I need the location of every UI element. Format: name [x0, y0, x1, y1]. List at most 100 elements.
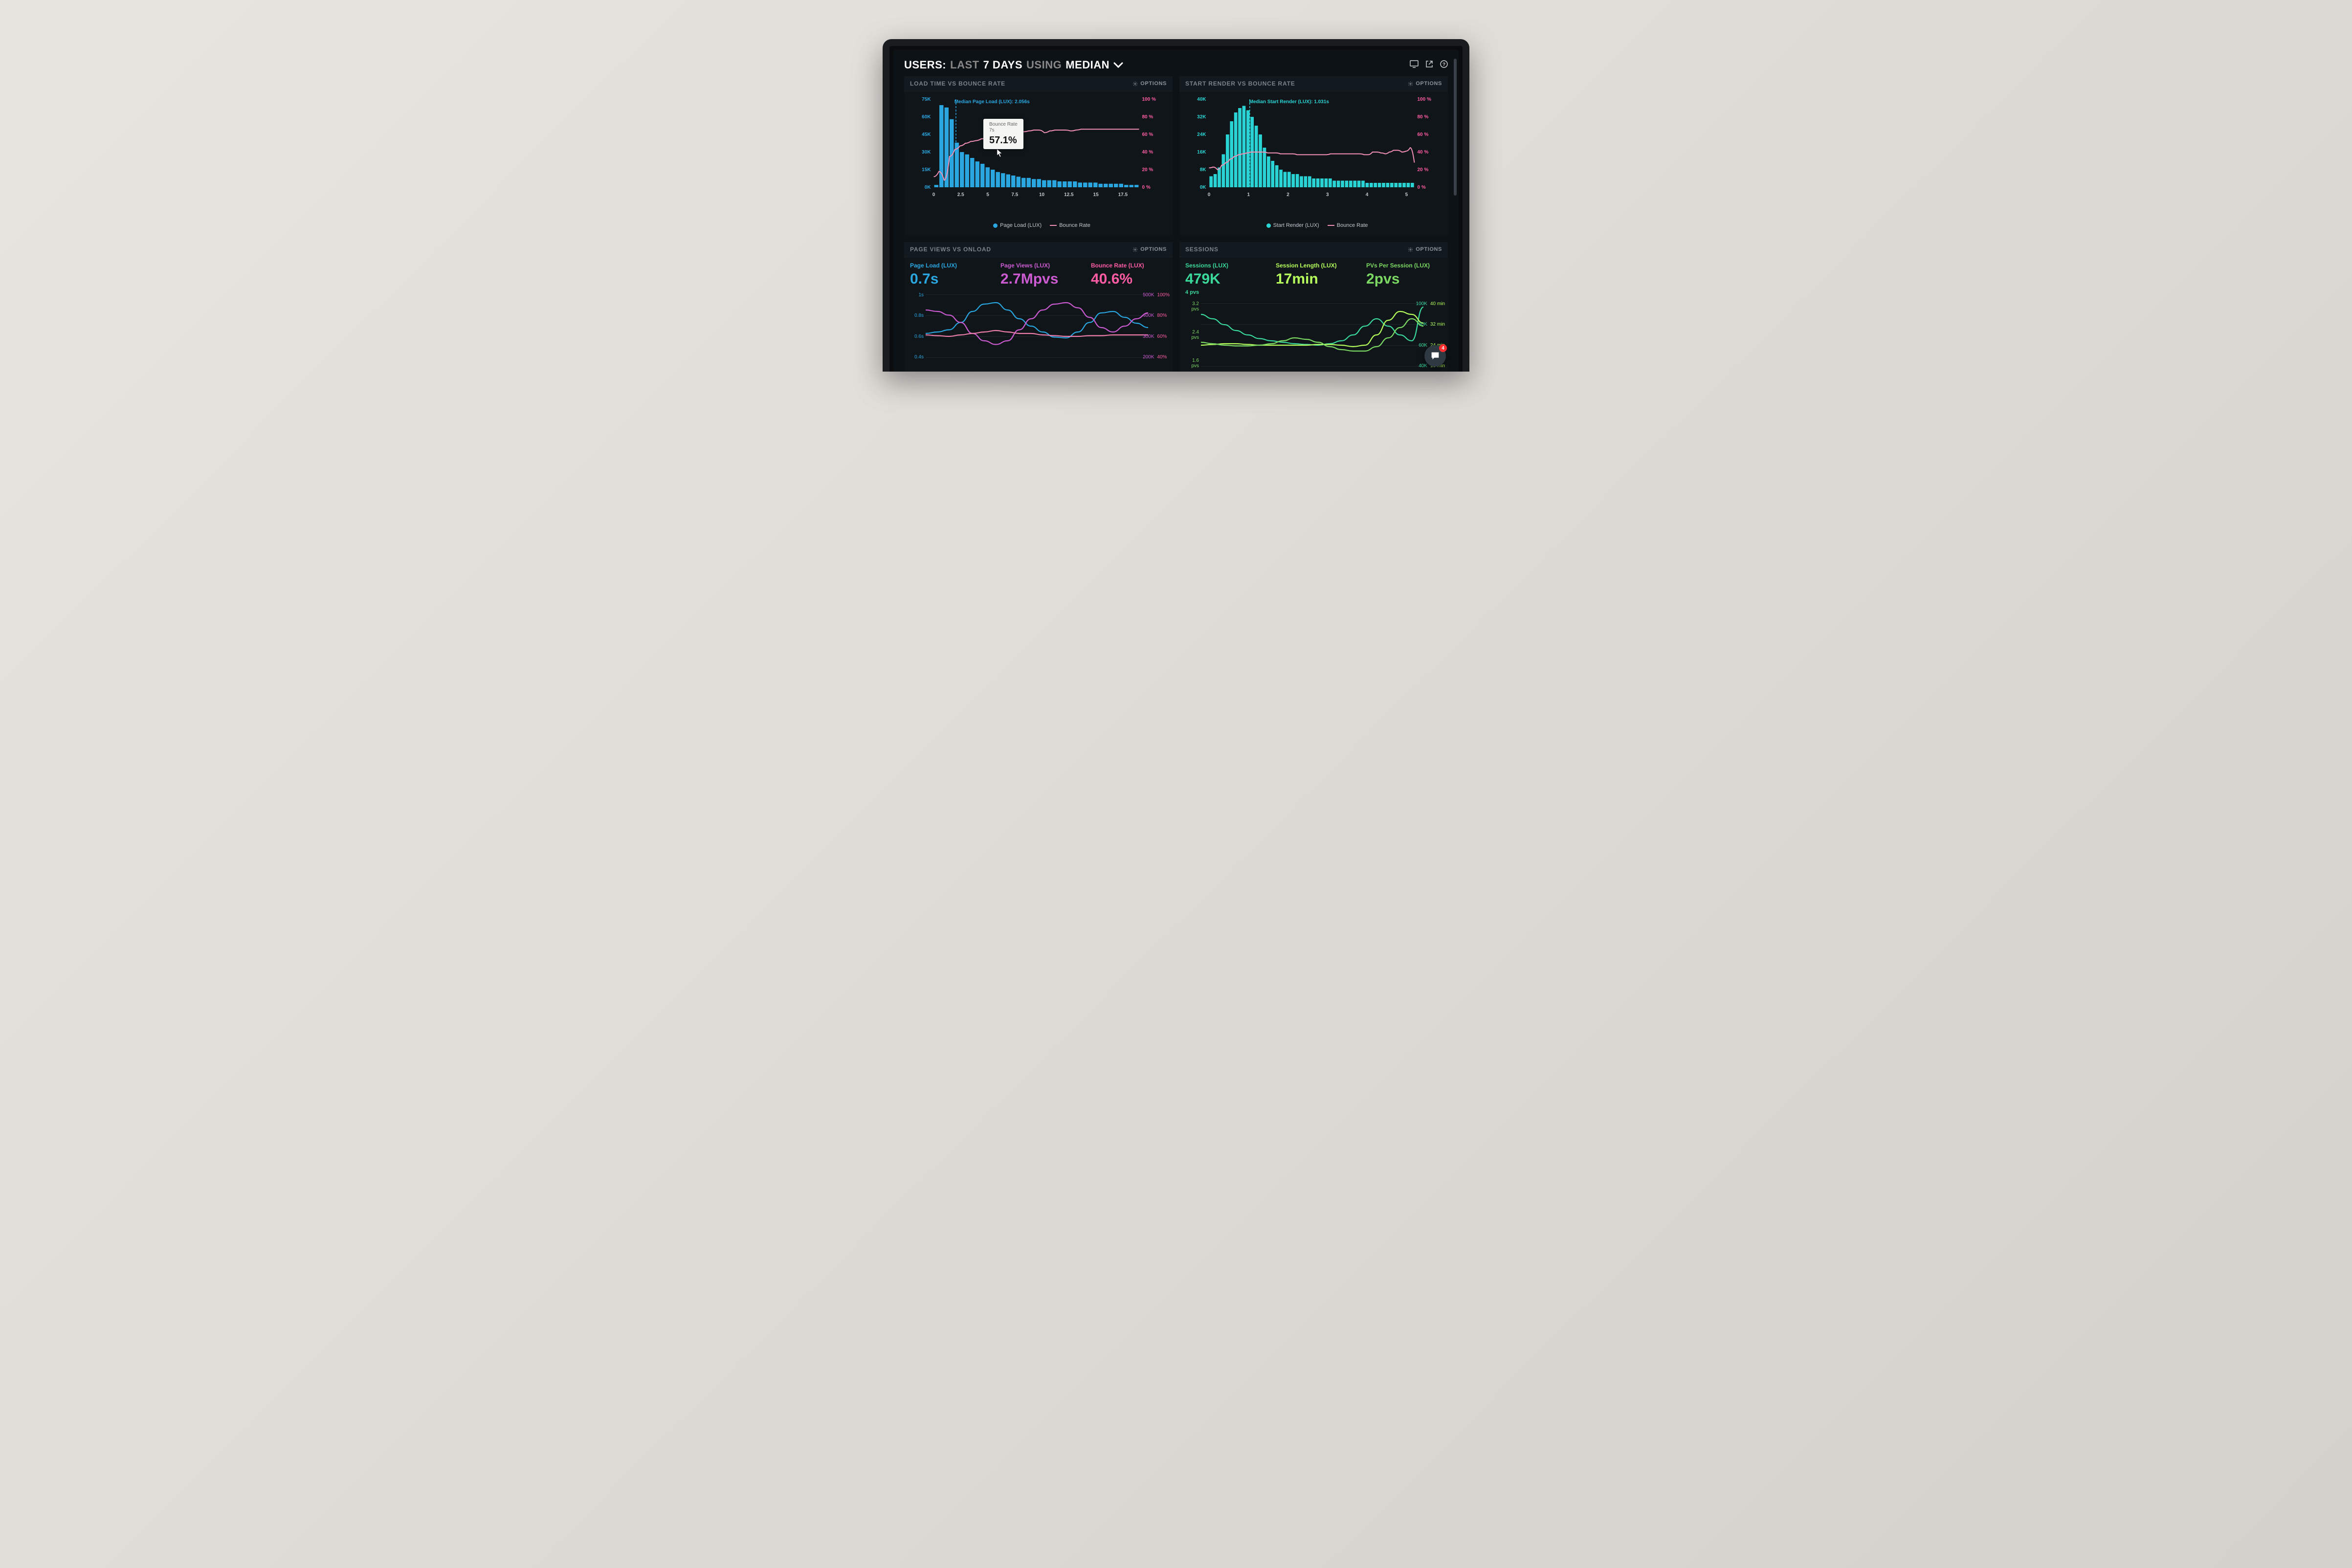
stat-value: 0.7s [910, 272, 986, 287]
svg-text:0 %: 0 % [1142, 185, 1151, 190]
stat-value: 40.6% [1091, 272, 1167, 287]
stat-label: PVs Per Session (LUX) [1366, 262, 1442, 269]
svg-text:60K: 60K [922, 114, 931, 120]
svg-text:40 %: 40 % [1142, 150, 1154, 155]
svg-text:20 %: 20 % [1418, 167, 1429, 173]
svg-text:40K: 40K [1197, 97, 1206, 102]
svg-text:80 %: 80 % [1142, 114, 1154, 120]
page-title[interactable]: USERS: LAST 7 DAYS USING MEDIAN [904, 59, 1123, 71]
stat-value: 2.7Mpvs [1000, 272, 1076, 287]
svg-text:15: 15 [1093, 192, 1099, 198]
title-last: LAST [950, 59, 979, 71]
stat-label: Page Views (LUX) [1000, 262, 1076, 269]
stat-block: PVs Per Session (LUX) 2pvs [1366, 262, 1442, 295]
legend-dot-bars [993, 223, 998, 228]
median-marker-label: Median Start Render (LUX): 1.031s [1249, 99, 1329, 105]
y-axis-right: 500K100%400K80%300K60%200K40% [1138, 289, 1170, 363]
panel-title: START RENDER VS BOUNCE RATE [1185, 80, 1295, 87]
svg-text:5: 5 [986, 192, 989, 198]
legend-line: Bounce Rate [1337, 222, 1368, 228]
panel-load-time-vs-bounce: LOAD TIME VS BOUNCE RATE OPTIONS 0K15K30… [904, 76, 1173, 235]
svg-text:2: 2 [1287, 192, 1289, 198]
title-users: USERS: [904, 59, 946, 71]
help-icon[interactable]: ? [1440, 60, 1448, 70]
svg-text:10: 10 [1039, 192, 1045, 198]
chart-legend: Page Load (LUX) Bounce Rate [910, 222, 1167, 228]
stat-block: Page Views (LUX) 2.7Mpvs [1000, 262, 1076, 287]
svg-text:0 %: 0 % [1418, 185, 1426, 190]
stat-block: Sessions (LUX) 479K 4 pvs [1185, 262, 1261, 295]
chart-load-bounce[interactable]: 0K15K30K45K60K75K0 %20 %40 %60 %80 %100 … [910, 96, 1167, 219]
legend-line: Bounce Rate [1059, 222, 1090, 228]
chart-sessions[interactable]: 3.2 pvs2.4 pvs1.6 pvs 100K40 min80K32 mi… [1179, 298, 1448, 372]
stat-label: Page Load (LUX) [910, 262, 986, 269]
svg-text:75K: 75K [922, 97, 931, 102]
chart-render-bounce[interactable]: 0K8K16K24K32K40K0 %20 %40 %60 %80 %100 %… [1185, 96, 1442, 219]
svg-text:100 %: 100 % [1418, 97, 1431, 102]
stat-block: Bounce Rate (LUX) 40.6% [1091, 262, 1167, 287]
stat-value: 479K [1185, 272, 1261, 287]
median-marker-label: Median Page Load (LUX): 2.056s [954, 99, 1030, 105]
monitor-icon[interactable] [1410, 60, 1419, 70]
svg-text:32K: 32K [1197, 114, 1206, 120]
svg-text:?: ? [1442, 62, 1445, 67]
svg-text:8K: 8K [1200, 167, 1207, 173]
chart-pageviews-onload[interactable]: 1s0.8s0.6s0.4s 500K100%400K80%300K60%200… [904, 289, 1173, 363]
stats-row: Page Load (LUX) 0.7s Page Views (LUX) 2.… [904, 257, 1173, 289]
options-button[interactable]: OPTIONS [1408, 81, 1442, 87]
chart-legend: Start Render (LUX) Bounce Rate [1185, 222, 1442, 228]
stats-row: Sessions (LUX) 479K 4 pvs Session Length … [1179, 257, 1448, 298]
legend-bars: Page Load (LUX) [1000, 222, 1042, 228]
svg-text:60 %: 60 % [1418, 132, 1429, 137]
svg-text:2.5: 2.5 [957, 192, 964, 198]
laptop-frame: USERS: LAST 7 DAYS USING MEDIAN ? LOAD T… [883, 39, 1469, 372]
svg-text:0: 0 [1208, 192, 1211, 198]
stat-value: 2pvs [1366, 272, 1442, 287]
svg-text:7.5: 7.5 [1011, 192, 1018, 198]
stat-label: Session Length (LUX) [1276, 262, 1352, 269]
options-button[interactable]: OPTIONS [1132, 246, 1167, 252]
title-median: MEDIAN [1065, 59, 1109, 71]
panel-title: PAGE VIEWS VS ONLOAD [910, 246, 991, 253]
panel-title: LOAD TIME VS BOUNCE RATE [910, 80, 1005, 87]
chat-widget[interactable]: 4 [1424, 345, 1446, 367]
stat-label: Sessions (LUX) [1185, 262, 1261, 269]
svg-text:45K: 45K [922, 132, 931, 137]
gear-icon [1408, 81, 1413, 87]
options-button[interactable]: OPTIONS [1408, 246, 1442, 252]
svg-text:12.5: 12.5 [1064, 192, 1074, 198]
gear-icon [1408, 247, 1413, 252]
scrollbar[interactable] [1454, 59, 1457, 196]
svg-text:60 %: 60 % [1142, 132, 1154, 137]
panel-start-render-vs-bounce: START RENDER VS BOUNCE RATE OPTIONS 0K 8K… [1179, 76, 1448, 235]
svg-text:17.5: 17.5 [1118, 192, 1128, 198]
y-axis-left: 3.2 pvs2.4 pvs1.6 pvs [1183, 298, 1199, 372]
header-actions: ? [1410, 60, 1448, 70]
chart-tooltip: Bounce Rate7s57.1% [983, 119, 1023, 149]
cursor-icon [997, 149, 1003, 159]
title-using: USING [1026, 59, 1062, 71]
title-days: 7 DAYS [983, 59, 1022, 71]
legend-dot-bars [1266, 223, 1271, 228]
options-button[interactable]: OPTIONS [1132, 81, 1167, 87]
svg-text:80 %: 80 % [1418, 114, 1429, 120]
svg-text:40 %: 40 % [1418, 150, 1429, 155]
stat-label: Bounce Rate (LUX) [1091, 262, 1167, 269]
svg-text:1: 1 [1247, 192, 1250, 198]
svg-text:30K: 30K [922, 150, 931, 155]
panel-pageviews-onload: PAGE VIEWS VS ONLOAD OPTIONS Page Load (… [904, 242, 1173, 372]
stat-block: Session Length (LUX) 17min [1276, 262, 1352, 295]
share-icon[interactable] [1425, 60, 1433, 70]
svg-text:20 %: 20 % [1142, 167, 1154, 173]
legend-line-swatch [1328, 225, 1334, 226]
legend-bars: Start Render (LUX) [1273, 222, 1319, 228]
svg-text:0K: 0K [925, 185, 932, 190]
svg-text:24K: 24K [1197, 132, 1206, 137]
stat-subvalue: 4 pvs [1185, 289, 1261, 295]
chevron-down-icon[interactable] [1113, 62, 1123, 68]
stat-block: Page Load (LUX) 0.7s [910, 262, 986, 287]
gear-icon [1132, 247, 1138, 252]
svg-text:0K: 0K [1200, 185, 1207, 190]
svg-text:4: 4 [1366, 192, 1369, 198]
legend-line-swatch [1050, 225, 1057, 226]
